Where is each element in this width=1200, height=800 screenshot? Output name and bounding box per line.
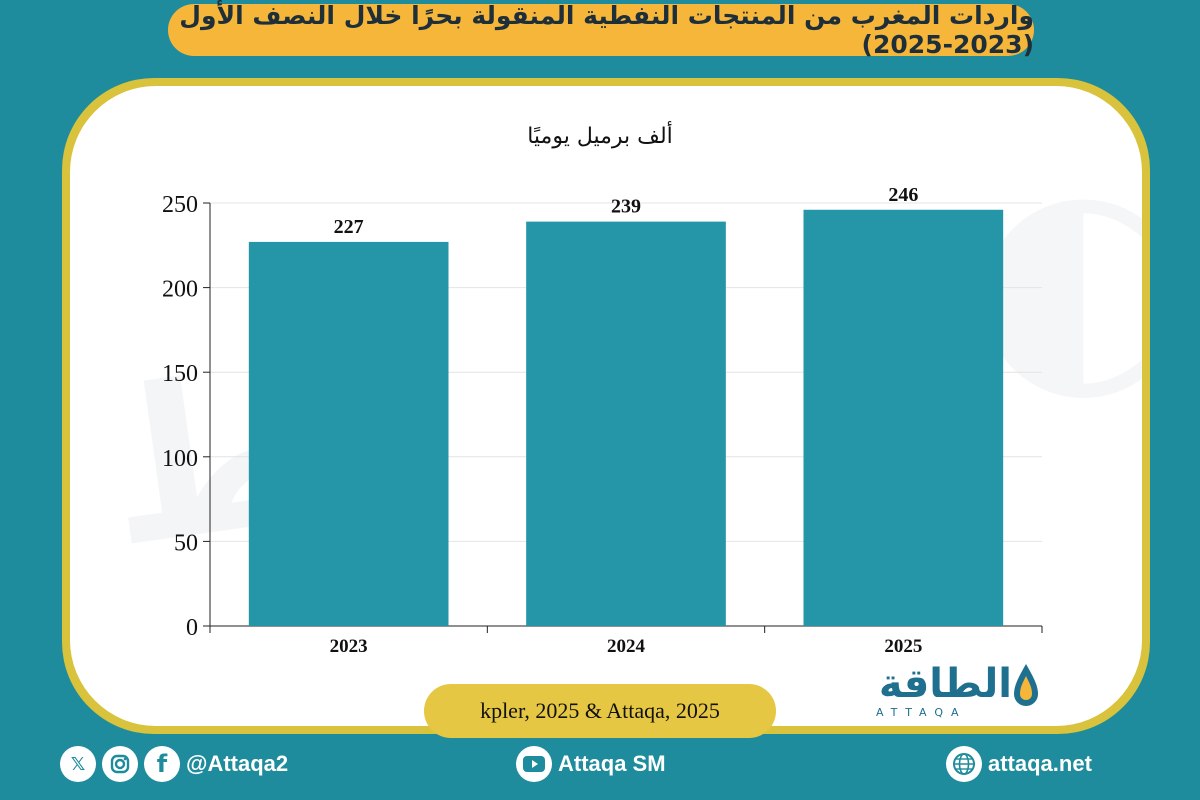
data-label-2025: 246	[888, 184, 918, 206]
chart-title: واردات المغرب من المنتجات النفطية المنقو…	[179, 1, 1034, 59]
x-twitter-icon[interactable]: 𝕏	[60, 746, 96, 782]
x-tick-label-2023: 2023	[330, 636, 368, 657]
y-tick-label: 150	[162, 361, 198, 387]
footer-website: attaqa.net	[946, 744, 1092, 784]
instagram-icon[interactable]	[102, 746, 138, 782]
x-tick-label-2024: 2024	[607, 636, 646, 657]
y-tick-label: 100	[162, 446, 198, 472]
youtube-channel[interactable]: Attaqa SM	[558, 751, 666, 776]
y-tick-label: 250	[162, 192, 198, 218]
y-tick-label: 0	[186, 615, 198, 641]
footer-social: 𝕏 f @Attaqa2	[60, 744, 288, 784]
facebook-icon[interactable]: f	[144, 746, 180, 782]
bar-2025	[803, 209, 1004, 626]
footer-youtube: Attaqa SM	[516, 744, 666, 784]
source-text: kpler, 2025 & Attaqa, 2025	[480, 698, 720, 723]
youtube-icon[interactable]	[516, 746, 552, 782]
y-tick-label: 50	[174, 530, 198, 556]
bar-2024	[526, 221, 726, 626]
logo-english-text: ATTAQA	[876, 706, 967, 719]
data-label-2024: 239	[611, 196, 641, 218]
y-tick-label: 200	[162, 277, 198, 303]
social-handle[interactable]: @Attaqa2	[186, 751, 289, 776]
globe-icon[interactable]	[946, 746, 982, 782]
x-tick-label-2025: 2025	[884, 636, 922, 657]
attaqa-logo: الطاقة ATTAQA	[868, 660, 1044, 722]
logo-arabic-text: الطاقة	[878, 661, 1012, 707]
data-label-2023: 227	[334, 216, 364, 238]
chart-title-banner: واردات المغرب من المنتجات النفطية المنقو…	[168, 1, 1034, 59]
y-axis-unit-label: ألف برميل يوميًا	[527, 124, 673, 149]
source-badge: kpler, 2025 & Attaqa, 2025	[424, 684, 776, 738]
oil-drop-icon	[1014, 664, 1038, 706]
website-url[interactable]: attaqa.net	[988, 751, 1092, 776]
bar-2023	[248, 241, 449, 626]
